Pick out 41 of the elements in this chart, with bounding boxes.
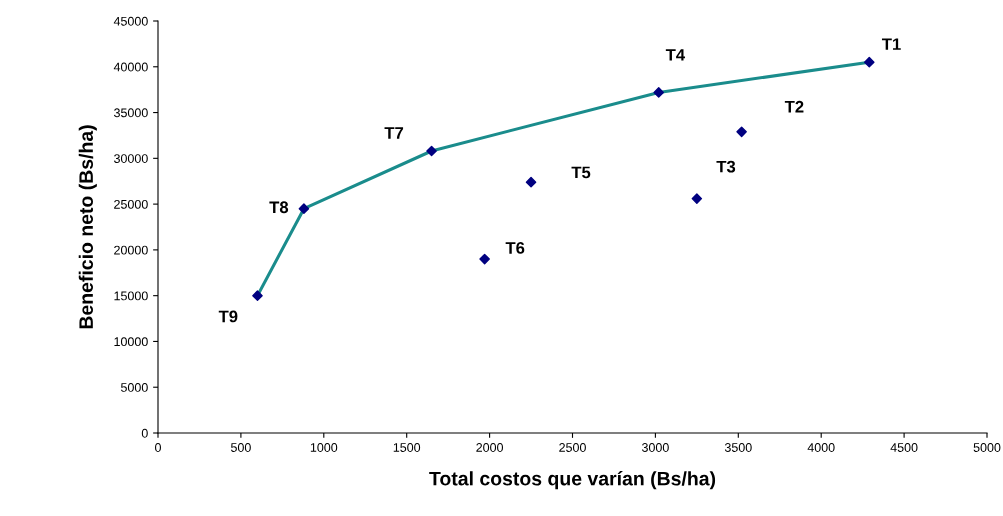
point (479, 253, 490, 265)
annotation: T7 (384, 127, 404, 139)
x-axis-title: Total costos que varían (Bs/ha) (429, 471, 716, 490)
point (691, 193, 703, 204)
x-tick-label: 2500 (559, 443, 586, 452)
x-tick-label: 0 (155, 443, 161, 452)
point (653, 87, 665, 98)
y-tick-label: 45000 (113, 16, 148, 26)
annotation: T3 (716, 160, 736, 173)
x-tick-label: 500 (230, 443, 251, 452)
point (426, 145, 437, 157)
x-tick-label: 4000 (807, 443, 835, 452)
x-tick-label: 2000 (476, 443, 504, 452)
y-tick-label: 5000 (120, 383, 148, 392)
y-axis-title: Beneficio neto (Bs/ha) (78, 125, 97, 329)
y-tick-label: 20000 (114, 245, 148, 255)
annotation: T6 (505, 241, 525, 254)
annotation: T2 (784, 100, 804, 113)
x-tick-label: 3500 (724, 443, 752, 452)
y-tick-label: 10000 (114, 337, 148, 347)
x-tick-label: 3000 (641, 443, 669, 452)
annotation: T4 (665, 49, 686, 61)
y-tick-label: 30000 (114, 154, 148, 163)
y-tick-label: 15000 (114, 291, 148, 301)
point (863, 56, 875, 68)
y-tick-label: 40000 (113, 62, 148, 72)
x-tick-label: 5000 (973, 443, 1001, 452)
x-tick-label: 1500 (393, 443, 421, 452)
x-tick-label: 1000 (310, 443, 338, 452)
annotation: T1 (881, 38, 901, 50)
annotation: T5 (571, 166, 591, 179)
annotation: T8 (269, 201, 289, 214)
y-tick-label: 25000 (114, 199, 148, 209)
y-tick-label: 35000 (114, 108, 148, 118)
y-tick-label: 0 (141, 428, 148, 438)
point (298, 203, 310, 214)
point (736, 126, 747, 138)
x-tick-label: 4500 (890, 443, 918, 452)
point (525, 176, 537, 188)
annotation: T9 (218, 310, 238, 323)
point (252, 290, 263, 301)
